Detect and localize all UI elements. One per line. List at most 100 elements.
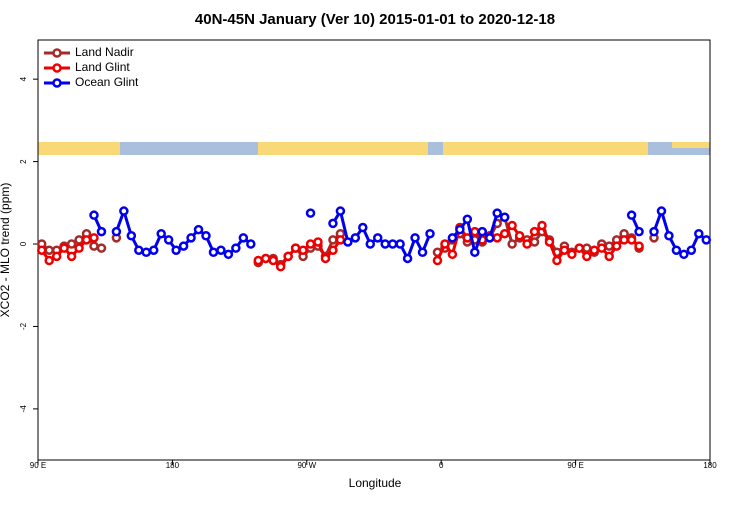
point [432, 255, 443, 266]
point [59, 243, 69, 253]
point [268, 255, 278, 266]
point [634, 226, 644, 237]
point [529, 226, 540, 237]
point [604, 251, 614, 262]
point [522, 239, 532, 249]
point [596, 243, 607, 253]
point [111, 226, 122, 237]
point [686, 245, 697, 255]
point [298, 245, 308, 255]
legend-label: Land Glint [75, 60, 130, 74]
point [238, 233, 249, 243]
point [537, 220, 547, 231]
point [223, 249, 234, 260]
point [328, 235, 338, 245]
point [343, 237, 353, 247]
point [410, 233, 420, 243]
point [529, 237, 540, 247]
point [582, 251, 592, 262]
x-tick-label: 90 E [567, 461, 583, 470]
point [231, 243, 241, 253]
point [589, 245, 600, 255]
point [626, 235, 637, 245]
point [328, 245, 338, 255]
point [671, 245, 682, 255]
point [74, 243, 84, 253]
point [313, 237, 323, 247]
point [290, 243, 301, 253]
x-tick-label: 180 [166, 461, 180, 470]
point [656, 206, 667, 216]
point [380, 239, 390, 249]
legend-marker [52, 48, 62, 58]
y-tick-label: 0 [19, 241, 28, 246]
point [320, 253, 331, 264]
x-tick-label: 90 W [297, 461, 316, 470]
y-tick-label: -4 [19, 405, 28, 413]
legend-label: Land Nadir [75, 45, 134, 59]
point [44, 245, 54, 255]
point [470, 247, 480, 258]
point [395, 239, 405, 249]
legend-marker [52, 78, 62, 88]
point [455, 224, 465, 235]
point [559, 245, 570, 255]
y-tick-label: -2 [19, 322, 28, 330]
point [163, 235, 174, 245]
point [134, 245, 144, 255]
point [619, 235, 629, 245]
point [582, 243, 592, 253]
point [51, 251, 62, 262]
legend-label: Ocean Glint [75, 75, 139, 89]
point [141, 247, 152, 258]
point [499, 228, 510, 239]
point [462, 214, 473, 225]
point [81, 235, 92, 245]
point [156, 228, 166, 239]
point [253, 255, 264, 266]
point [701, 235, 712, 245]
point [119, 206, 129, 216]
point [425, 228, 435, 239]
point [649, 226, 659, 237]
point [552, 255, 562, 266]
point [89, 241, 99, 251]
point [186, 233, 196, 243]
point [89, 233, 99, 243]
point [44, 255, 54, 266]
point [216, 245, 226, 255]
point [440, 239, 450, 249]
point [447, 233, 458, 243]
point [335, 206, 346, 216]
point [305, 239, 316, 249]
point [89, 210, 99, 220]
point [335, 235, 346, 245]
point [193, 224, 204, 235]
point [171, 245, 181, 255]
point [567, 249, 577, 260]
point [626, 210, 637, 220]
point [514, 231, 525, 241]
point [148, 245, 159, 255]
point [36, 245, 47, 255]
point [447, 249, 458, 260]
point [499, 212, 510, 222]
point [96, 243, 107, 253]
point [201, 231, 211, 241]
point [358, 222, 368, 233]
point [283, 251, 293, 262]
map-strip [38, 142, 710, 155]
point [611, 241, 622, 251]
point [417, 247, 428, 258]
x-tick-label: 90 E [30, 461, 46, 470]
y-tick-label: 4 [19, 76, 28, 81]
point [350, 233, 361, 243]
point [387, 239, 398, 249]
point [574, 243, 585, 253]
y-axis-label: XCO2 - MLO trend (ppm) [0, 183, 12, 318]
point [477, 226, 488, 237]
point [365, 239, 376, 249]
point [246, 239, 256, 249]
point [126, 231, 137, 241]
